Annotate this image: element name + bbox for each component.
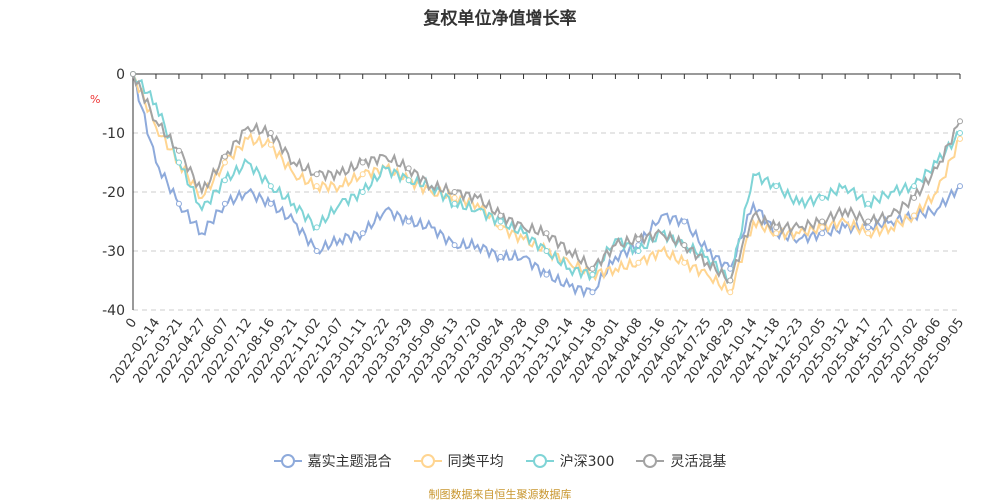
data-point	[497, 253, 504, 260]
data-point	[911, 194, 918, 201]
data-point	[497, 218, 504, 225]
data-point	[773, 224, 780, 231]
data-point	[451, 189, 458, 195]
line-chart: 0-10-20-30-4002022-02-142022-03-212022-0…	[102, 67, 967, 386]
data-point	[267, 130, 274, 136]
y-tick-label: 0	[116, 67, 125, 83]
series-line-0	[132, 73, 961, 299]
x-tick-label: 0	[123, 316, 140, 331]
data-point	[635, 236, 642, 243]
data-point	[359, 230, 366, 237]
data-point	[359, 189, 366, 195]
data-point	[451, 200, 458, 207]
legend: 嘉实主题混合 同类平均 沪深300 灵活混基	[0, 451, 1000, 471]
data-point	[359, 159, 366, 166]
data-point	[773, 183, 780, 190]
data-point	[727, 277, 734, 284]
data-point	[451, 194, 458, 201]
data-point	[497, 212, 504, 219]
data-point	[405, 165, 412, 172]
data-point	[635, 259, 642, 266]
data-point	[865, 224, 872, 231]
data-point	[221, 177, 228, 184]
series-line-1	[132, 73, 961, 294]
data-point	[819, 194, 826, 201]
data-point	[543, 248, 550, 254]
data-point	[957, 118, 963, 125]
legend-label: 同类平均	[447, 454, 504, 470]
data-point	[267, 141, 274, 148]
data-point	[405, 218, 412, 225]
data-point	[957, 130, 963, 136]
data-point	[865, 218, 872, 225]
legend-marker-icon	[413, 454, 442, 468]
data-point	[635, 248, 642, 254]
data-point	[313, 224, 320, 231]
data-point	[221, 153, 228, 160]
data-point	[727, 289, 734, 296]
data-point	[543, 230, 550, 237]
chart-title: 复权单位净值增长率	[423, 9, 577, 29]
data-point	[957, 135, 963, 142]
data-point	[589, 271, 596, 278]
legend-item[interactable]: 嘉实主题混合	[273, 451, 392, 471]
legend-item[interactable]: 灵活混基	[636, 451, 726, 471]
legend-marker-icon	[273, 454, 302, 468]
data-point	[313, 248, 320, 254]
data-point	[267, 200, 274, 207]
data-point	[727, 265, 734, 272]
data-point	[589, 289, 596, 296]
data-point	[497, 224, 504, 231]
source-footer: 制图数据来自恒生聚源数据库	[428, 488, 572, 501]
data-point	[359, 171, 366, 178]
data-point	[405, 177, 412, 184]
data-point	[819, 224, 826, 231]
data-point	[313, 171, 320, 178]
y-tick-label: -10	[102, 126, 125, 142]
data-point	[267, 183, 274, 190]
data-point	[681, 242, 688, 249]
data-point	[221, 200, 228, 207]
data-point	[221, 159, 228, 166]
data-point	[911, 183, 918, 190]
y-axis-unit: %	[90, 93, 101, 106]
data-point	[773, 230, 780, 237]
data-point	[819, 218, 826, 225]
y-tick-label: -20	[102, 185, 125, 201]
data-point	[819, 230, 826, 237]
data-point	[589, 265, 596, 272]
data-point	[681, 218, 688, 225]
y-tick-label: -30	[102, 244, 125, 260]
legend-item[interactable]: 沪深300	[525, 451, 615, 471]
data-point	[543, 271, 550, 278]
y-tick-label: -40	[102, 303, 125, 319]
data-point	[451, 242, 458, 249]
data-point	[175, 147, 182, 154]
legend-label: 沪深300	[559, 454, 615, 470]
legend-marker-icon	[636, 454, 665, 468]
data-point	[865, 230, 872, 237]
legend-label: 嘉实主题混合	[307, 454, 392, 470]
data-point	[681, 259, 688, 266]
legend-marker-icon	[525, 454, 554, 468]
data-point	[911, 212, 918, 219]
data-point	[130, 71, 136, 77]
data-point	[313, 183, 320, 190]
data-point	[957, 183, 963, 190]
data-point	[865, 200, 872, 207]
data-point	[175, 200, 182, 207]
legend-item[interactable]: 同类平均	[413, 451, 504, 471]
data-point	[175, 159, 182, 166]
legend-label: 灵活混基	[670, 454, 727, 470]
